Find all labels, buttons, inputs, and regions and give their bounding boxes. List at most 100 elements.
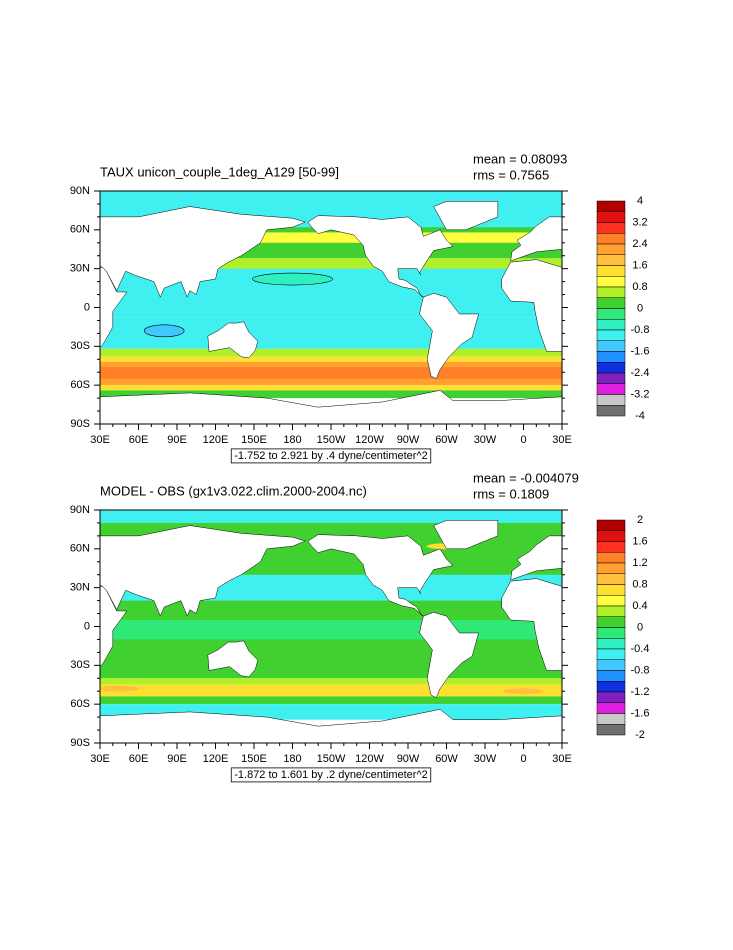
field-band [100, 678, 562, 685]
colorbar-box [596, 659, 626, 671]
lon-label: 90W [397, 434, 420, 446]
land [307, 215, 454, 298]
field-band [100, 367, 562, 379]
colorbar-label: 0.8 [632, 578, 647, 590]
lon-label: 0 [520, 753, 526, 765]
lon-label: 120E [203, 434, 229, 446]
colorbar-label: 3.2 [632, 216, 647, 228]
colorbar-box [596, 211, 626, 223]
footnote-box [230, 767, 432, 783]
field-band [100, 385, 562, 391]
lon-label: 150E [241, 434, 267, 446]
field-band [100, 348, 562, 357]
colorbar-label: -3.2 [631, 388, 650, 400]
colorbar-label: 1.2 [632, 557, 647, 569]
field-band [100, 390, 562, 399]
field-band [100, 291, 562, 318]
colorbar-box [596, 573, 626, 585]
land [501, 578, 563, 671]
field-band [100, 191, 562, 204]
lon-label: 30E [90, 434, 110, 446]
lat-label: 60S [70, 698, 90, 710]
colorbar-label: -4 [635, 410, 645, 422]
lon-label: 120W [355, 753, 384, 765]
land [307, 534, 454, 617]
lon-label: 90W [397, 753, 420, 765]
lat-label: 60N [70, 543, 90, 555]
colorbar-box [596, 519, 626, 531]
colorbar-box [596, 681, 626, 693]
colorbar-box [596, 308, 626, 320]
lon-label: 120E [203, 753, 229, 765]
lon-label: 180 [283, 434, 301, 446]
colorbar-box [596, 702, 626, 714]
colorbar-label: 0 [637, 621, 643, 633]
colorbar-box [596, 297, 626, 309]
colorbar-box [596, 200, 626, 212]
colorbar-box [596, 724, 626, 736]
lon-label: 30E [552, 434, 572, 446]
lat-label: 90S [70, 737, 90, 749]
colorbar-box [596, 372, 626, 384]
lat-label: 0 [84, 620, 90, 632]
colorbar-box [596, 530, 626, 542]
field-band [100, 620, 562, 640]
colorbar-box [596, 552, 626, 564]
colorbar-box [596, 584, 626, 596]
land [99, 206, 307, 298]
colorbar-box [596, 265, 626, 277]
colorbar-box [596, 329, 626, 341]
colorbar-label: -2 [635, 729, 645, 741]
lon-label: 0 [520, 434, 526, 446]
colorbar-label: 0 [637, 302, 643, 314]
footnote: -1.752 to 2.921 by .4 dyne/centimeter^2 [234, 450, 428, 462]
land [433, 201, 499, 231]
colorbar-box [596, 383, 626, 395]
lon-label: 90E [167, 753, 187, 765]
colorbar-box [596, 605, 626, 617]
field-band [100, 684, 562, 697]
lat-label: 90N [70, 504, 90, 516]
lon-label: 60E [129, 434, 149, 446]
lon-label: 30W [474, 753, 497, 765]
lat-label: 0 [84, 301, 90, 313]
land [419, 611, 479, 699]
colorbar-label: 1.6 [632, 535, 647, 547]
lat-label: 90N [70, 185, 90, 197]
colorbar-box [596, 691, 626, 703]
colorbar-box [596, 562, 626, 574]
field-band [100, 232, 562, 243]
lat-label: 60S [70, 379, 90, 391]
land [433, 520, 499, 550]
rms-label: rms = 0.7565 [473, 167, 549, 182]
field-band [100, 696, 562, 705]
contour [143, 324, 185, 338]
land [419, 292, 479, 380]
lon-label: 60E [129, 753, 149, 765]
colorbar-box [596, 276, 626, 288]
colorbar-label: -1.6 [631, 345, 650, 357]
land [207, 640, 259, 678]
colorbar-box [596, 243, 626, 255]
mean-label: mean = 0.08093 [473, 151, 567, 166]
colorbar-box [596, 405, 626, 417]
lat-label: 90S [70, 418, 90, 430]
lat-label: 30N [70, 582, 90, 594]
colorbar-box [596, 222, 626, 234]
colorbar-box [596, 638, 626, 650]
lat-label: 60N [70, 224, 90, 236]
colorbar-label: 2.4 [632, 238, 647, 250]
lon-label: 30W [474, 434, 497, 446]
colorbar-label: -0.8 [631, 664, 650, 676]
colorbar-box [596, 627, 626, 639]
lon-label: 30E [552, 753, 572, 765]
land [510, 535, 563, 581]
colorbar-label: -0.8 [631, 324, 650, 336]
field-band [100, 510, 562, 523]
lon-label: 150E [241, 753, 267, 765]
colorbar-box [596, 648, 626, 660]
rms-label: rms = 0.1809 [473, 486, 549, 501]
colorbar-label: 0.4 [632, 600, 647, 612]
lat-label: 30S [70, 340, 90, 352]
land [99, 525, 307, 617]
